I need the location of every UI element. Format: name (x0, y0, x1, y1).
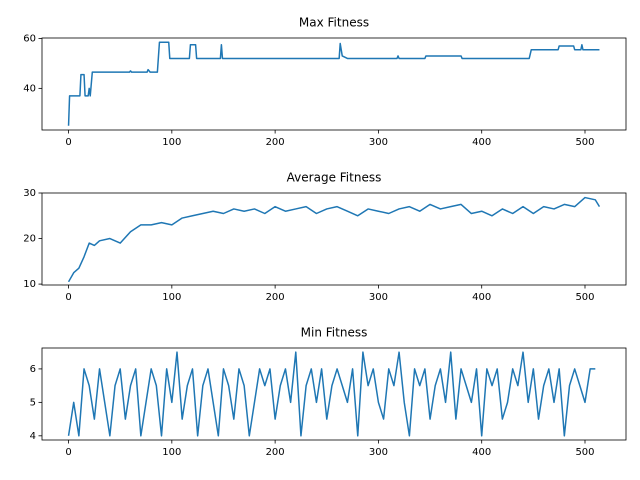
x-tick-label: 500 (575, 292, 594, 303)
y-tick-label: 6 (30, 364, 36, 375)
x-tick-label: 400 (472, 447, 491, 458)
x-tick-label: 0 (65, 292, 71, 303)
data-line (67, 196, 601, 283)
chart-title: Average Fitness (287, 171, 382, 185)
x-tick-label: 200 (266, 447, 285, 458)
x-tick-label: 500 (575, 447, 594, 458)
x-tick-label: 400 (472, 137, 491, 148)
axes-frame (41, 37, 627, 131)
x-tick-label: 0 (65, 137, 71, 148)
x-tick-label: 100 (162, 137, 181, 148)
x-tick-label: 100 (162, 447, 181, 458)
x-tick-label: 0 (65, 447, 71, 458)
y-tick-label: 30 (23, 188, 36, 199)
y-tick-label: 5 (30, 397, 36, 408)
y-tick-label: 20 (23, 234, 36, 245)
x-tick-label: 300 (369, 137, 388, 148)
x-tick-label: 200 (266, 137, 285, 148)
x-tick-label: 400 (472, 292, 491, 303)
y-tick-label: 40 (23, 83, 36, 94)
y-tick-label: 60 (23, 33, 36, 44)
x-tick-label: 200 (266, 292, 285, 303)
axes-frame (41, 347, 627, 441)
y-tick-label: 10 (23, 279, 36, 290)
x-tick-label: 100 (162, 292, 181, 303)
chart-title: Max Fitness (299, 16, 369, 30)
y-tick-label: 4 (30, 431, 36, 442)
data-line (67, 41, 600, 126)
data-line (67, 351, 596, 437)
x-tick-label: 500 (575, 137, 594, 148)
axes-frame (41, 192, 627, 286)
chart-title: Min Fitness (301, 326, 368, 340)
x-tick-label: 300 (369, 447, 388, 458)
x-tick-label: 300 (369, 292, 388, 303)
